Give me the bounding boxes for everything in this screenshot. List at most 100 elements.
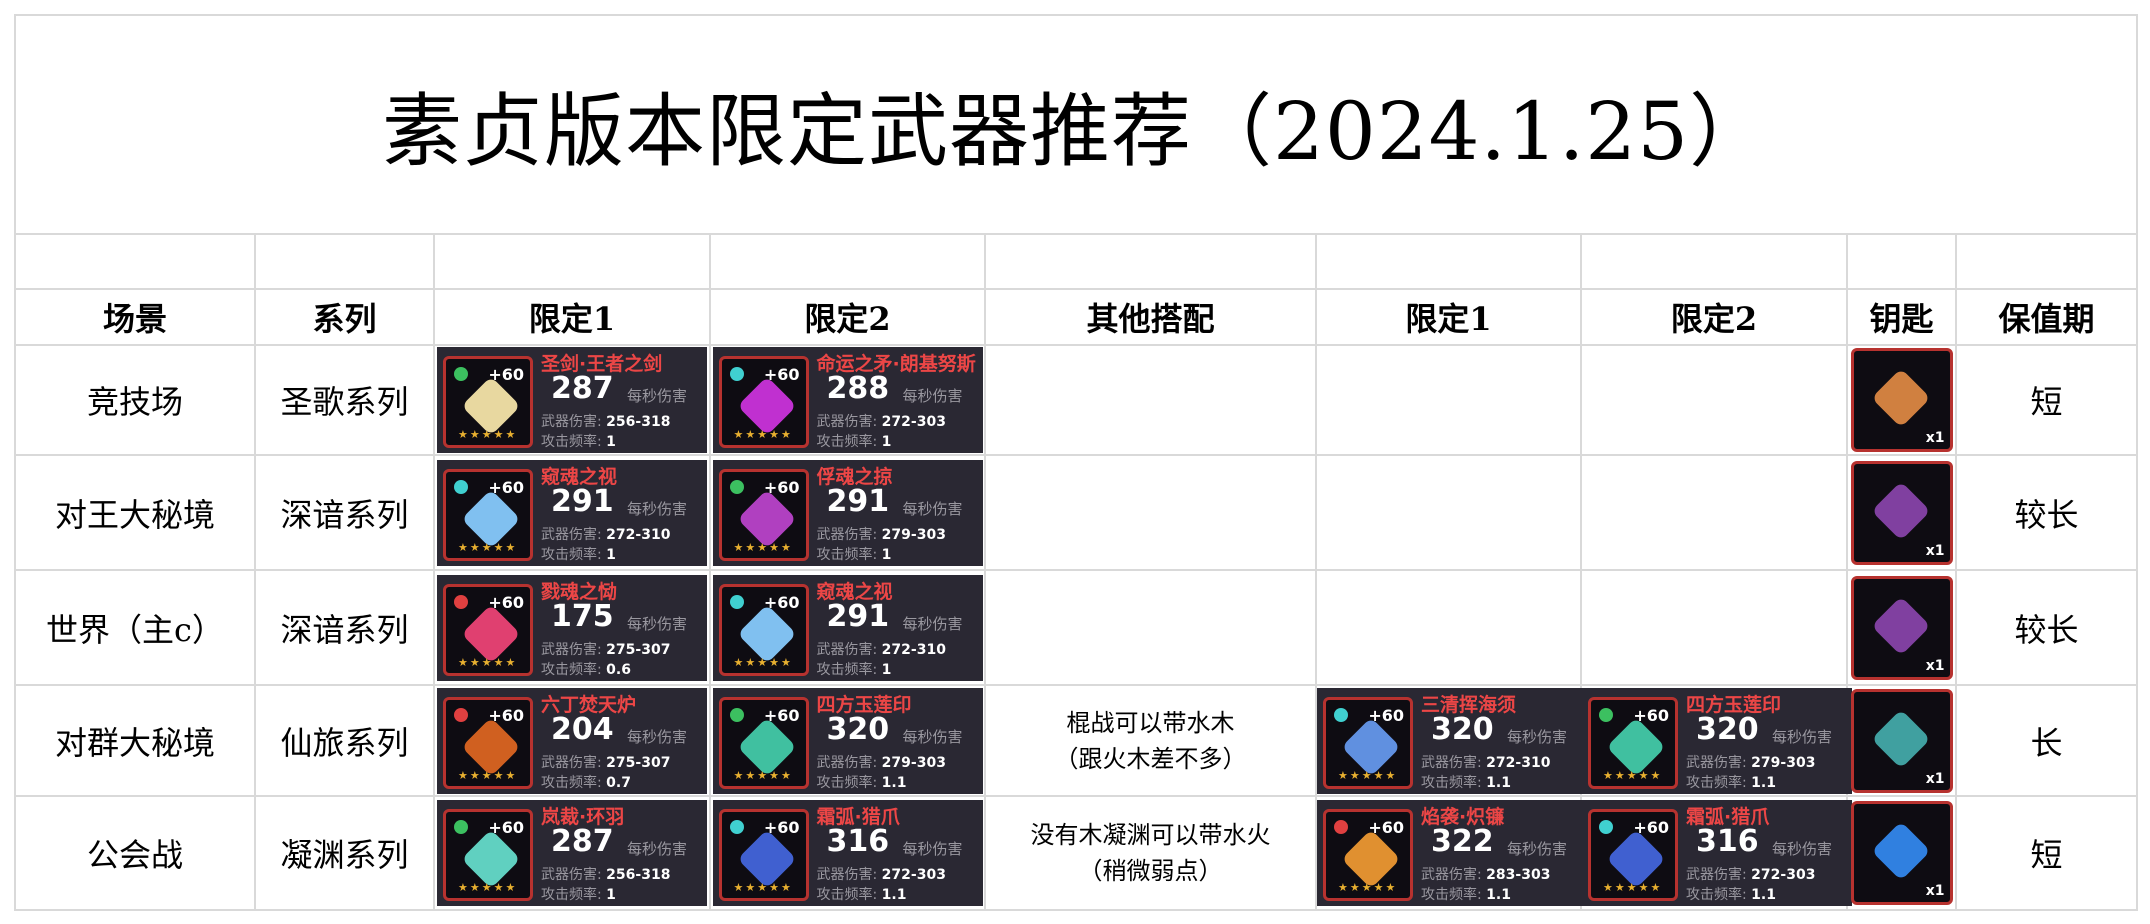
weapon-card[interactable]: +60 ★★★★★ 六丁焚天炉 204 每秒伤害 武器伤害: 275-307 攻… (437, 687, 707, 794)
column-header: 场景 (14, 288, 256, 346)
star-rating: ★★★★★ (458, 428, 518, 441)
attack-rate: 攻击频率: 1.1 (1421, 887, 1511, 903)
other-combo-note (984, 344, 1317, 456)
element-icon (729, 820, 744, 834)
weapon-card[interactable]: +60 ★★★★★ 窥魂之视 291 每秒伤害 武器伤害: 272-310 攻击… (712, 574, 983, 681)
dps-value: 291 (551, 483, 614, 519)
attack-rate: 攻击频率: 1 (816, 434, 892, 450)
table-row: 世界（主c） 深谙系列 +60 ★★★★★ 戮魂之恸 175 每秒伤害 武器伤害… (14, 569, 2139, 686)
key-item[interactable]: x1 (1850, 348, 1953, 452)
upgrade-level: +60 (763, 477, 800, 497)
weapon-card[interactable]: +60 ★★★★★ 圣剑·王者之剑 287 每秒伤害 武器伤害: 256-318… (437, 347, 707, 453)
weapon-icon-frame: +60 ★★★★★ (443, 583, 533, 676)
key-count: x1 (1925, 657, 1945, 674)
scene-cell: 世界（主c） (14, 569, 256, 686)
weapon-card[interactable]: +60 ★★★★★ 霜弧·猎爪 316 每秒伤害 武器伤害: 272-303 攻… (1582, 800, 1852, 906)
weapon-icon-frame: +60 ★★★★★ (1323, 696, 1413, 789)
column-header: 限定1 (1315, 288, 1582, 346)
weapon-recommendation-table: 素贞版本限定武器推荐（2024.1.25） 场景 系列 限定1 限定2 其他搭配 限定1 限… (13, 14, 2139, 911)
element-icon (454, 367, 468, 381)
key-cell: x1 (1846, 569, 1957, 686)
weapon-card[interactable]: +60 ★★★★★ 三清挥海须 320 每秒伤害 武器伤害: 272-310 攻… (1317, 687, 1587, 794)
damage-range: 武器伤害: 272-303 (816, 867, 946, 883)
upgrade-level: +60 (488, 592, 524, 612)
weapon-art-icon (1341, 829, 1401, 889)
dps-value: 320 (1696, 711, 1759, 747)
weapon-card[interactable]: +60 ★★★★★ 岚裁·环羽 287 每秒伤害 武器伤害: 256-318 攻… (437, 800, 707, 906)
other-combo-note: 没有木凝渊可以带水火 （稍微弱点） (984, 795, 1317, 911)
damage-range: 武器伤害: 272-303 (1686, 867, 1816, 883)
weapon-art-icon (736, 488, 797, 549)
weapon-art-icon (461, 488, 521, 549)
scene-cell: 竞技场 (14, 344, 256, 456)
upgrade-level: +60 (763, 365, 800, 384)
dps-label: 每秒伤害 (627, 499, 688, 518)
key-item[interactable]: x1 (1850, 688, 1953, 793)
table-row: 对王大秘境 深谙系列 +60 ★★★★★ 窥魂之视 291 每秒伤害 武器伤害:… (14, 454, 2139, 571)
alt-limited2-cell (1580, 454, 1848, 571)
weapon-card[interactable]: +60 ★★★★★ 四方玉莲印 320 每秒伤害 武器伤害: 279-303 攻… (1582, 687, 1852, 794)
weapon-art-icon (736, 829, 797, 889)
alt-limited1-cell: +60 ★★★★★ 三清挥海须 320 每秒伤害 武器伤害: 272-310 攻… (1315, 684, 1587, 797)
value-period-cell: 短 (1954, 795, 2139, 911)
attack-rate: 攻击频率: 1 (816, 546, 892, 563)
key-item[interactable]: x1 (1850, 575, 1953, 680)
weapon-card[interactable]: +60 ★★★★★ 命运之矛·朗基努斯 288 每秒伤害 武器伤害: 272-3… (712, 347, 983, 453)
weapon-card[interactable]: +60 ★★★★★ 四方玉莲印 320 每秒伤害 武器伤害: 279-303 攻… (712, 687, 983, 794)
dps-value: 316 (826, 824, 890, 859)
column-header: 限定2 (1580, 288, 1848, 346)
dps-label: 每秒伤害 (1507, 840, 1568, 858)
limited1-cell: +60 ★★★★★ 窥魂之视 291 每秒伤害 武器伤害: 272-310 攻击… (433, 454, 711, 571)
element-icon (1334, 820, 1348, 834)
upgrade-level: +60 (763, 592, 800, 612)
damage-range: 武器伤害: 279-303 (1686, 754, 1816, 771)
upgrade-level: +60 (488, 477, 524, 497)
alt-limited1-cell: +60 ★★★★★ 焰袭·炽镰 322 每秒伤害 武器伤害: 283-303 攻… (1315, 795, 1587, 911)
weapon-card[interactable]: +60 ★★★★★ 俘魂之掠 291 每秒伤害 武器伤害: 279-303 攻击… (712, 459, 983, 566)
weapon-name: 四方玉莲印 (1686, 693, 1782, 716)
weapon-card[interactable]: +60 ★★★★★ 戮魂之恸 175 每秒伤害 武器伤害: 275-307 攻击… (437, 574, 707, 681)
dps-label: 每秒伤害 (627, 614, 688, 633)
weapon-art-icon (1341, 716, 1401, 777)
element-icon (454, 820, 468, 834)
damage-range: 武器伤害: 256-318 (541, 414, 671, 430)
weapon-card[interactable]: +60 ★★★★★ 焰袭·炽镰 322 每秒伤害 武器伤害: 283-303 攻… (1317, 800, 1587, 906)
series-cell: 深谙系列 (254, 454, 435, 571)
weapon-art-icon (736, 603, 797, 664)
key-count: x1 (1925, 883, 1945, 899)
dps-label: 每秒伤害 (627, 727, 688, 746)
damage-range: 武器伤害: 272-303 (816, 414, 946, 430)
key-cell: x1 (1846, 684, 1957, 797)
star-rating: ★★★★★ (1338, 881, 1398, 894)
key-item[interactable]: x1 (1850, 801, 1953, 905)
series-cell: 仙旅系列 (254, 684, 435, 797)
weapon-card[interactable]: +60 ★★★★★ 霜弧·猎爪 316 每秒伤害 武器伤害: 272-303 攻… (712, 800, 983, 906)
upgrade-level: +60 (763, 705, 800, 725)
weapon-name: 四方玉莲印 (816, 693, 912, 716)
weapon-art-icon (736, 716, 797, 777)
alt-limited2-cell (1580, 569, 1848, 686)
key-count: x1 (1925, 542, 1945, 559)
weapon-card[interactable]: +60 ★★★★★ 窥魂之视 291 每秒伤害 武器伤害: 272-310 攻击… (437, 459, 707, 566)
table-row: 对群大秘境 仙旅系列 +60 ★★★★★ 六丁焚天炉 204 每秒伤害 武器伤害… (14, 684, 2139, 797)
dps-value: 316 (1696, 824, 1759, 859)
limited2-cell: +60 ★★★★★ 四方玉莲印 320 每秒伤害 武器伤害: 279-303 攻… (709, 684, 986, 797)
weapon-name: 圣剑·王者之剑 (541, 353, 663, 375)
limited1-cell: +60 ★★★★★ 圣剑·王者之剑 287 每秒伤害 武器伤害: 256-318… (433, 344, 711, 456)
dps-value: 287 (551, 371, 614, 406)
dps-label: 每秒伤害 (902, 614, 963, 633)
scene-cell: 对群大秘境 (14, 684, 256, 797)
column-header: 限定1 (433, 288, 711, 346)
weapon-icon-frame: +60 ★★★★★ (1588, 696, 1678, 789)
key-cell: x1 (1846, 454, 1957, 571)
star-rating: ★★★★★ (1603, 768, 1663, 782)
key-count: x1 (1925, 430, 1945, 446)
damage-range: 武器伤害: 256-318 (541, 867, 671, 883)
key-item[interactable]: x1 (1850, 460, 1953, 565)
limited2-cell: +60 ★★★★★ 霜弧·猎爪 316 每秒伤害 武器伤害: 272-303 攻… (709, 795, 986, 911)
weapon-name: 霜弧·猎爪 (816, 806, 900, 828)
attack-rate: 攻击频率: 1 (541, 887, 616, 903)
damage-range: 武器伤害: 279-303 (816, 754, 946, 771)
key-art-icon (1870, 708, 1931, 769)
weapon-name: 焰袭·炽镰 (1421, 806, 1505, 828)
